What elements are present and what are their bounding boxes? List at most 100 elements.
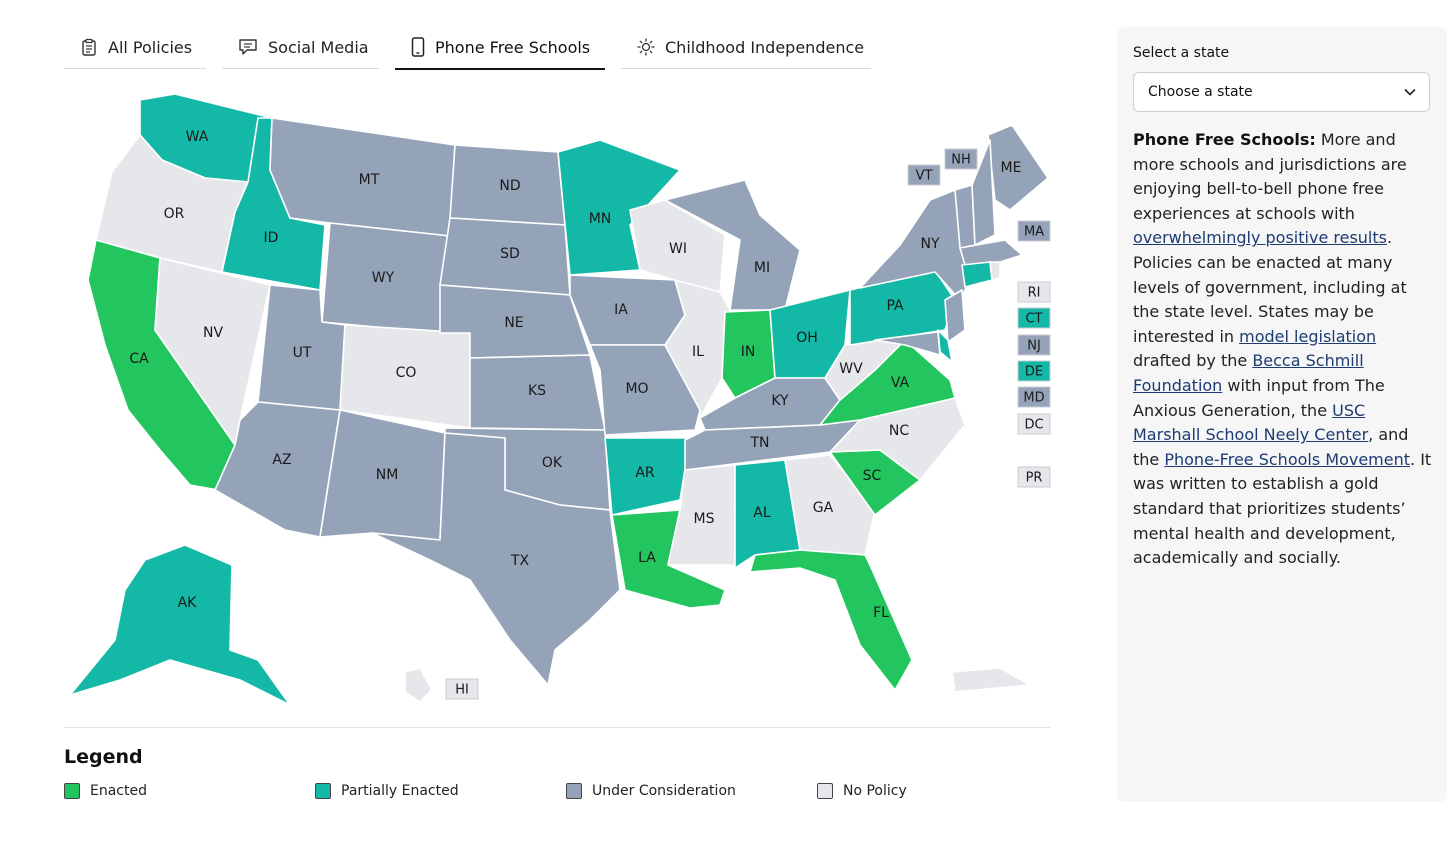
description-text: More and more schools and jurisdictions …	[1133, 130, 1407, 223]
state-MN[interactable]	[557, 139, 681, 276]
chevron-down-icon	[1404, 88, 1416, 96]
state-box-fill	[1017, 220, 1051, 242]
state-CO[interactable]	[339, 324, 471, 429]
legend-divider	[64, 727, 1050, 728]
tab-label: Social Media	[268, 37, 369, 57]
link-phone-free-schools-movement[interactable]: Phone-Free Schools Movement	[1164, 449, 1411, 469]
link-usc-neely-center[interactable]: USC Marshall School Neely Center	[1133, 400, 1369, 445]
state-box-label: HI	[455, 683, 469, 698]
state-box-NJ[interactable]: NJ	[1017, 334, 1051, 356]
state-shape-NJ[interactable]	[944, 289, 966, 343]
state-box-MA[interactable]: MA	[1017, 220, 1051, 242]
state-box-label: PR	[1026, 471, 1043, 486]
description-text: . It was written to establish a gold sta…	[1133, 449, 1432, 568]
legend-swatch-none	[817, 783, 833, 799]
state-box-label: DE	[1025, 365, 1043, 380]
state-GA[interactable]	[784, 454, 876, 556]
description-heading: Phone Free Schools:	[1133, 130, 1316, 149]
state-box-label: NJ	[1027, 339, 1041, 354]
tab-label: All Policies	[108, 37, 193, 57]
legend-partially-enacted: Partially Enacted	[315, 783, 459, 799]
state-box-label: NH	[951, 153, 971, 168]
state-box-RI[interactable]: RI	[1017, 281, 1051, 303]
state-MS[interactable]	[667, 464, 736, 566]
state-box-label: RI	[1028, 286, 1041, 301]
state-SD[interactable]	[439, 217, 571, 296]
state-shape-NH[interactable]	[971, 139, 996, 246]
state-box-fill	[1017, 466, 1051, 488]
state-box-DE[interactable]: DE	[1017, 360, 1051, 382]
state-shape-RI[interactable]	[989, 261, 1001, 281]
state-box-NH[interactable]: NH	[944, 148, 978, 170]
select-state-label: Select a state	[1133, 45, 1230, 61]
state-shape-MA[interactable]	[959, 239, 1023, 266]
state-NM[interactable]	[319, 409, 446, 541]
state-box-CT[interactable]: CT	[1017, 307, 1051, 329]
state-FL[interactable]	[749, 549, 913, 691]
state-ME[interactable]	[987, 124, 1049, 211]
link-positive-results[interactable]: overwhelmingly positive results	[1133, 228, 1387, 248]
legend-enacted: Enacted	[64, 783, 147, 799]
state-KY[interactable]	[699, 377, 841, 431]
state-box-fill	[445, 678, 479, 700]
state-box-fill	[1017, 334, 1051, 356]
state-shape-CT[interactable]	[961, 261, 993, 288]
legend-swatch-enacted	[64, 783, 80, 799]
legend-label: No Policy	[843, 783, 907, 799]
state-box-VT[interactable]: VT	[907, 164, 941, 186]
state-box-MD[interactable]: MD	[1017, 386, 1051, 408]
state-IA[interactable]	[569, 274, 686, 346]
state-AR[interactable]	[604, 437, 691, 516]
state-box-fill	[944, 148, 978, 170]
state-box-fill	[1017, 413, 1051, 435]
tab-label: Phone Free Schools	[435, 37, 591, 57]
policy-description: Phone Free Schools: More and more school…	[1133, 128, 1433, 571]
state-shape-MD[interactable]	[874, 331, 941, 356]
state-box-fill	[1017, 307, 1051, 329]
state-HI[interactable]	[404, 667, 433, 703]
state-KS[interactable]	[469, 354, 606, 431]
state-box-HI[interactable]: HI	[445, 678, 479, 700]
state-select[interactable]: Choose a state	[1133, 72, 1430, 112]
state-PR[interactable]	[951, 667, 1031, 693]
link-model-legislation[interactable]: model legislation	[1239, 326, 1377, 346]
legend-swatch-consideration	[566, 783, 582, 799]
tab-social-media[interactable]: Social Media	[222, 26, 379, 69]
description-text: , and the	[1133, 425, 1409, 469]
state-MI[interactable]	[664, 179, 801, 311]
state-box-fill	[907, 164, 941, 186]
state-box-label: VT	[916, 169, 933, 184]
state-box-fill	[1017, 281, 1051, 303]
state-info-panel: Select a state Choose a state Phone Free…	[1117, 27, 1447, 802]
legend-label: Enacted	[90, 783, 147, 799]
description-text: with input from The Anxious Generation, …	[1133, 375, 1385, 420]
legend-swatch-partial	[315, 783, 331, 799]
tab-all-policies[interactable]: All Policies	[64, 26, 206, 69]
tab-phone-free-schools[interactable]: Phone Free Schools	[395, 26, 605, 70]
state-select-value: Choose a state	[1148, 84, 1253, 100]
clipboard-icon	[82, 38, 96, 56]
legend-label: Under Consideration	[592, 783, 736, 799]
state-AK[interactable]	[69, 544, 291, 706]
state-MT[interactable]	[269, 117, 456, 237]
us-policy-map: WA OR CA ID NV MT WY UT AZ CO NM ND SD NE KS OK TX MN IA MO…	[64, 86, 1064, 716]
state-box-label: CT	[1025, 312, 1042, 327]
chat-bubble-icon	[239, 39, 257, 55]
state-box-label: MA	[1024, 225, 1044, 240]
sun-icon	[637, 38, 655, 56]
state-box-DC[interactable]: DC	[1017, 413, 1051, 435]
state-ND[interactable]	[449, 144, 566, 226]
tab-childhood-independence[interactable]: Childhood Independence	[621, 26, 871, 69]
description-text: . Policies can be enacted at many levels…	[1133, 228, 1407, 346]
link-becca-schmill-foundation[interactable]: Becca Schmill Foundation	[1133, 351, 1364, 395]
legend-label: Partially Enacted	[341, 783, 459, 799]
legend-no-policy: No Policy	[817, 783, 907, 799]
state-box-label: MD	[1023, 391, 1044, 406]
tab-label: Childhood Independence	[665, 37, 865, 57]
us-map-svg: WAORCAIDNVMTWYUTAZCONMNDSDNEKSOKTXMNIAMO…	[69, 93, 1051, 706]
legend-under-consideration: Under Consideration	[566, 783, 736, 799]
state-TX[interactable]	[371, 432, 621, 686]
state-WY[interactable]	[321, 222, 451, 334]
state-box-fill	[1017, 360, 1051, 382]
state-box-PR[interactable]: PR	[1017, 466, 1051, 488]
